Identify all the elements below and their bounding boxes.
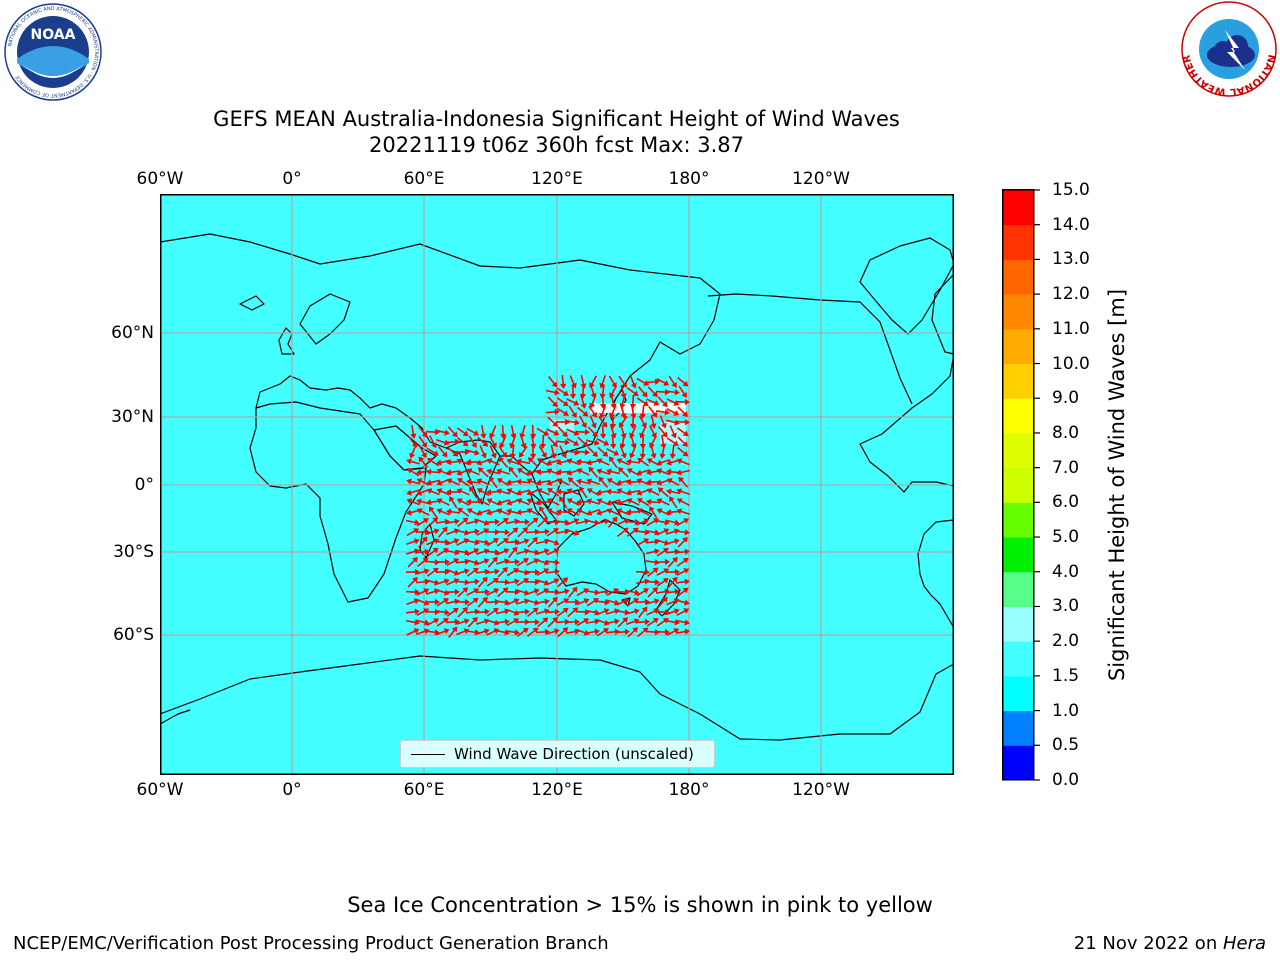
lon-tick-bottom: 60°E — [403, 780, 445, 800]
colorbar-tick-label: 10.0 — [1052, 353, 1090, 374]
colorbar-tick-label: 2.0 — [1052, 631, 1080, 652]
lon-tick-top: 60°W — [136, 169, 184, 189]
lat-tick: 60°S — [113, 625, 154, 645]
map-legend: Wind Wave Direction (unscaled) — [400, 740, 715, 768]
lat-tick: 0° — [134, 475, 154, 495]
lon-tick-bottom: 120°W — [792, 780, 850, 800]
lon-tick-top: 0° — [282, 169, 302, 189]
colorbar-tick-label: 0.0 — [1052, 770, 1080, 790]
colorbar-tick-label: 8.0 — [1052, 422, 1080, 443]
colorbar-tick-label: 3.0 — [1052, 596, 1080, 617]
colorbar-tick-label: 7.0 — [1052, 457, 1080, 478]
colorbar-swatch — [1003, 537, 1034, 573]
colorbar-swatch — [1003, 190, 1034, 226]
legend-line-sample — [411, 753, 445, 755]
coast-north-america — [859, 273, 954, 493]
chart-subtitle: 20221119 t06z 360h fcst Max: 3.87 — [369, 133, 744, 157]
colorbar-tick-label: 15.0 — [1052, 180, 1090, 200]
lon-tick-bottom: 120°E — [531, 780, 583, 800]
colorbar-swatch — [1003, 571, 1034, 607]
coast-europe-asia — [160, 233, 721, 475]
colorbar-swatch — [1003, 363, 1034, 399]
colorbar — [1002, 189, 1040, 781]
lon-tick-top: 60°E — [403, 169, 445, 189]
colorbar-tick-label: 5.0 — [1052, 527, 1080, 548]
coast-alaska — [707, 293, 913, 405]
colorbar-swatch — [1003, 224, 1034, 260]
colorbar-swatch — [1003, 398, 1034, 434]
legend-label: Wind Wave Direction (unscaled) — [454, 745, 694, 763]
coast-antarctica — [160, 655, 954, 741]
coast-antarctic-peninsula — [160, 709, 191, 725]
lon-tick-top: 120°W — [792, 169, 850, 189]
colorbar-swatch — [1003, 675, 1034, 712]
lon-tick-bottom: 0° — [282, 780, 302, 800]
colorbar-label: Significant Height of Wind Waves [m] — [1105, 288, 1129, 682]
lon-tick-bottom: 60°W — [136, 780, 184, 800]
colorbar-tick-label: 0.5 — [1052, 735, 1080, 756]
colorbar-tick-label: 11.0 — [1052, 318, 1090, 339]
lat-tick: 30°S — [113, 542, 154, 562]
colorbar-swatch — [1003, 710, 1034, 746]
coast-iceland — [239, 295, 265, 311]
colorbar-swatch — [1003, 502, 1034, 538]
lon-tick-bottom: 180° — [668, 780, 710, 800]
coast-scandinavia — [299, 293, 351, 345]
colorbar-tick-label: 4.0 — [1052, 561, 1080, 582]
sea-ice-note: Sea Ice Concentration > 15% is shown in … — [347, 893, 933, 917]
map-frame — [160, 194, 954, 775]
coast-britain — [278, 327, 295, 355]
coast-japan — [609, 389, 627, 421]
colorbar-swatch — [1003, 641, 1034, 677]
coast-south-america — [917, 519, 954, 629]
colorbar-tick-label: 1.0 — [1052, 700, 1080, 721]
colorbar-swatch — [1003, 467, 1034, 503]
coast-indochina — [531, 473, 563, 509]
chart-title: GEFS MEAN Australia-Indonesia Significan… — [213, 107, 900, 131]
footer-date: 21 Nov 2022 on Hera — [1074, 933, 1266, 955]
colorbar-tick-label: 12.0 — [1052, 284, 1090, 305]
footer-machine: Hera — [1222, 933, 1266, 954]
colorbar-tick-label: 14.0 — [1052, 214, 1090, 235]
colorbar-tick-label: 13.0 — [1052, 249, 1090, 270]
noaa-wordmark: NOAA — [31, 27, 76, 43]
lat-tick: 30°N — [111, 407, 154, 427]
lon-tick-top: 180° — [668, 169, 710, 189]
lon-tick-top: 120°E — [531, 169, 583, 189]
coast-greenland — [859, 237, 954, 335]
map-panel — [160, 194, 954, 775]
noaa-logo: NOAA NATIONAL OCEANIC AND ATMOSPHERIC AD… — [4, 3, 102, 101]
nws-logo: NATIONAL WEATHER SERVICE — [1179, 0, 1277, 97]
colorbar-swatch — [1003, 606, 1034, 642]
colorbar-swatch — [1003, 745, 1034, 781]
colorbar-tick-label: 1.5 — [1052, 665, 1080, 686]
colorbar-tick-label: 9.0 — [1052, 388, 1080, 409]
footer-date-text: 21 Nov 2022 on — [1073, 933, 1223, 954]
colorbar-swatch — [1003, 294, 1034, 330]
colorbar-swatch — [1003, 259, 1034, 295]
colorbar-swatch — [1003, 328, 1034, 365]
colorbar-tick-label: 6.0 — [1052, 492, 1080, 513]
colorbar-swatch — [1003, 432, 1034, 469]
lat-tick: 60°N — [111, 323, 154, 343]
footer-org: NCEP/EMC/Verification Post Processing Pr… — [13, 933, 609, 954]
